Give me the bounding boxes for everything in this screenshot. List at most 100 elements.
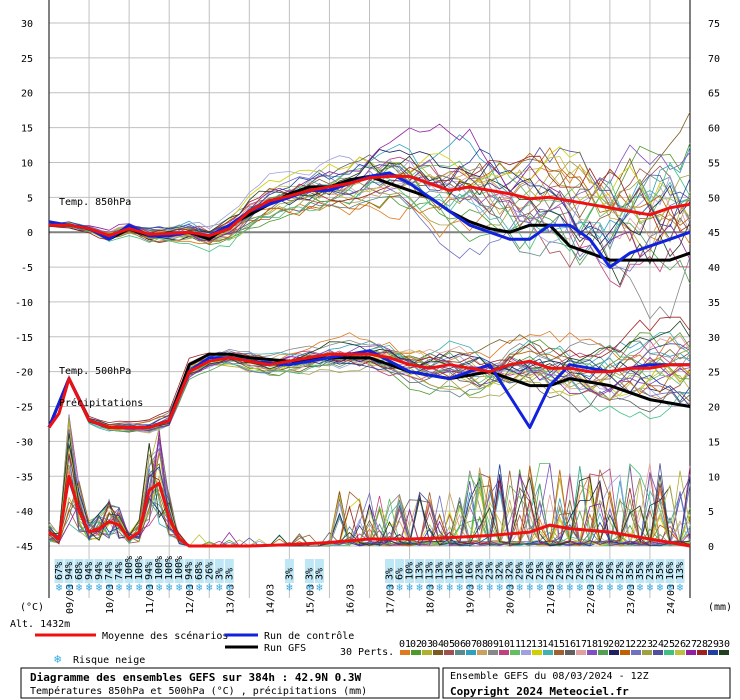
x-tick-label: 13/03	[225, 584, 236, 614]
snow-risk-bar	[174, 559, 184, 583]
snowflake-icon: ❄	[306, 581, 313, 594]
run-info: Ensemble GEFS du 08/03/2024 - 12Z	[450, 671, 649, 682]
snow-risk-bar	[304, 559, 314, 583]
pert-swatch	[719, 650, 729, 655]
pert-number: 12	[520, 639, 532, 650]
pert-swatch	[466, 650, 476, 655]
snowflake-icon: ❄	[597, 581, 604, 594]
legend-mean-label: Moyenne des scénarios	[102, 630, 228, 642]
pert-number: 14	[542, 639, 554, 650]
legend-control-label: Run de contrôle	[264, 630, 354, 642]
x-tick-label: 17/03	[386, 584, 397, 614]
snow-risk-bar	[395, 559, 405, 583]
member-precip-line	[48, 431, 691, 547]
left-tick-label: -45	[15, 542, 33, 553]
snow-risk-bar	[525, 559, 535, 583]
snowflake-icon: ❄	[186, 581, 193, 594]
snowflake-icon: ❄	[226, 581, 233, 594]
t500-label: Temp. 500hPa	[59, 366, 131, 377]
snowflake-icon: ❄	[196, 581, 203, 594]
x-tick-label: 10/03	[105, 584, 116, 614]
snowflake-icon: ❄	[286, 581, 293, 594]
snow-risk-value: 23%	[535, 562, 546, 580]
snow-risk-bar	[415, 559, 425, 583]
snow-risk-value: 100%	[134, 556, 145, 580]
x-tick-label: 22/03	[586, 584, 597, 614]
right-tick-label: 30	[708, 333, 720, 344]
pert-number: 18	[586, 639, 598, 650]
pert-swatch	[631, 650, 641, 655]
snow-risk-value: 16%	[465, 562, 476, 580]
snowflake-icon: ❄	[126, 581, 133, 594]
snow-risk-value: 29%	[555, 562, 566, 580]
pert-swatch	[576, 650, 586, 655]
member-t850-line	[48, 111, 691, 244]
left-tick-label: -5	[21, 263, 33, 274]
pert-swatch	[664, 650, 674, 655]
title-box	[20, 667, 440, 699]
snowflake-icon: ❄	[316, 581, 323, 594]
pert-number: 22	[630, 639, 642, 650]
member-t500-line	[48, 316, 691, 427]
right-tick-label: 15	[708, 437, 720, 448]
snow-risk-bar	[124, 559, 134, 583]
pert-number: 04	[432, 639, 444, 650]
member-t850-line	[48, 155, 691, 241]
perts-legend: 0102030405060708091011121314151617181920…	[399, 639, 730, 655]
member-precip-line	[48, 433, 691, 547]
pert-number: 24	[652, 639, 664, 650]
info-box	[442, 667, 731, 699]
snow-risk-value: 13%	[435, 562, 446, 580]
pert-swatch	[455, 650, 465, 655]
snow-risk-value: 67%	[54, 562, 65, 580]
snow-risk-bar	[565, 559, 575, 583]
chart-title: Diagramme des ensembles GEFS sur 384h : …	[30, 671, 362, 684]
pert-swatch	[444, 650, 454, 655]
snow-risk-value: 100%	[174, 556, 185, 580]
x-tick-label: 21/03	[546, 584, 557, 614]
snow-risk-value: 29%	[545, 562, 556, 580]
snowflake-icon: ❄	[446, 581, 453, 594]
snow-risk-value: 100%	[124, 556, 135, 580]
pert-swatch	[642, 650, 652, 655]
snow-risk-value: 23%	[485, 562, 496, 580]
pert-swatch	[499, 650, 509, 655]
snowflake-icon: ❄	[56, 581, 63, 594]
snow-risk-bar	[214, 559, 224, 583]
member-precip-line	[48, 444, 691, 547]
pert-swatch	[400, 650, 410, 655]
snow-risk-value: 29%	[575, 562, 586, 580]
snowflake-icon: ❄	[647, 581, 654, 594]
snow-risk-value: 23%	[645, 562, 656, 580]
snow-risk-value: 35%	[635, 562, 646, 580]
snow-risk-bar	[555, 559, 565, 583]
snowflake-icon: ❄	[526, 581, 533, 594]
pert-number: 01	[399, 639, 411, 650]
t850-label: Temp. 850hPa	[59, 197, 131, 208]
x-tick-label: 20/03	[506, 584, 517, 614]
pert-swatch	[697, 650, 707, 655]
right-tick-label: 55	[708, 158, 720, 169]
x-tick-label: 14/03	[265, 584, 276, 614]
left-tick-label: -15	[15, 333, 33, 344]
right-tick-label: 50	[708, 193, 720, 204]
snow-risk-bar	[114, 559, 124, 583]
snow-risk-bar	[635, 559, 645, 583]
left-tick-label: 15	[21, 124, 33, 135]
right-unit: (mm)	[708, 602, 732, 613]
pert-swatch	[543, 650, 553, 655]
x-tick-label: 09/03	[65, 584, 76, 614]
right-tick-label: 35	[708, 298, 720, 309]
snow-risk-bar	[134, 559, 144, 583]
snowflake-icon: ❄	[677, 581, 684, 594]
right-tick-label: 25	[708, 368, 720, 379]
snow-risk-value: 3%	[385, 568, 396, 580]
snowflake-icon: ❄	[607, 581, 614, 594]
member-t850-line	[48, 146, 691, 237]
snow-risk-bar	[94, 559, 104, 583]
snow-risk-value: 94%	[144, 562, 155, 580]
snow-risk-bar	[184, 559, 194, 583]
legend-gfs-label: Run GFS	[264, 643, 306, 654]
snow-risk-value: 23%	[475, 562, 486, 580]
